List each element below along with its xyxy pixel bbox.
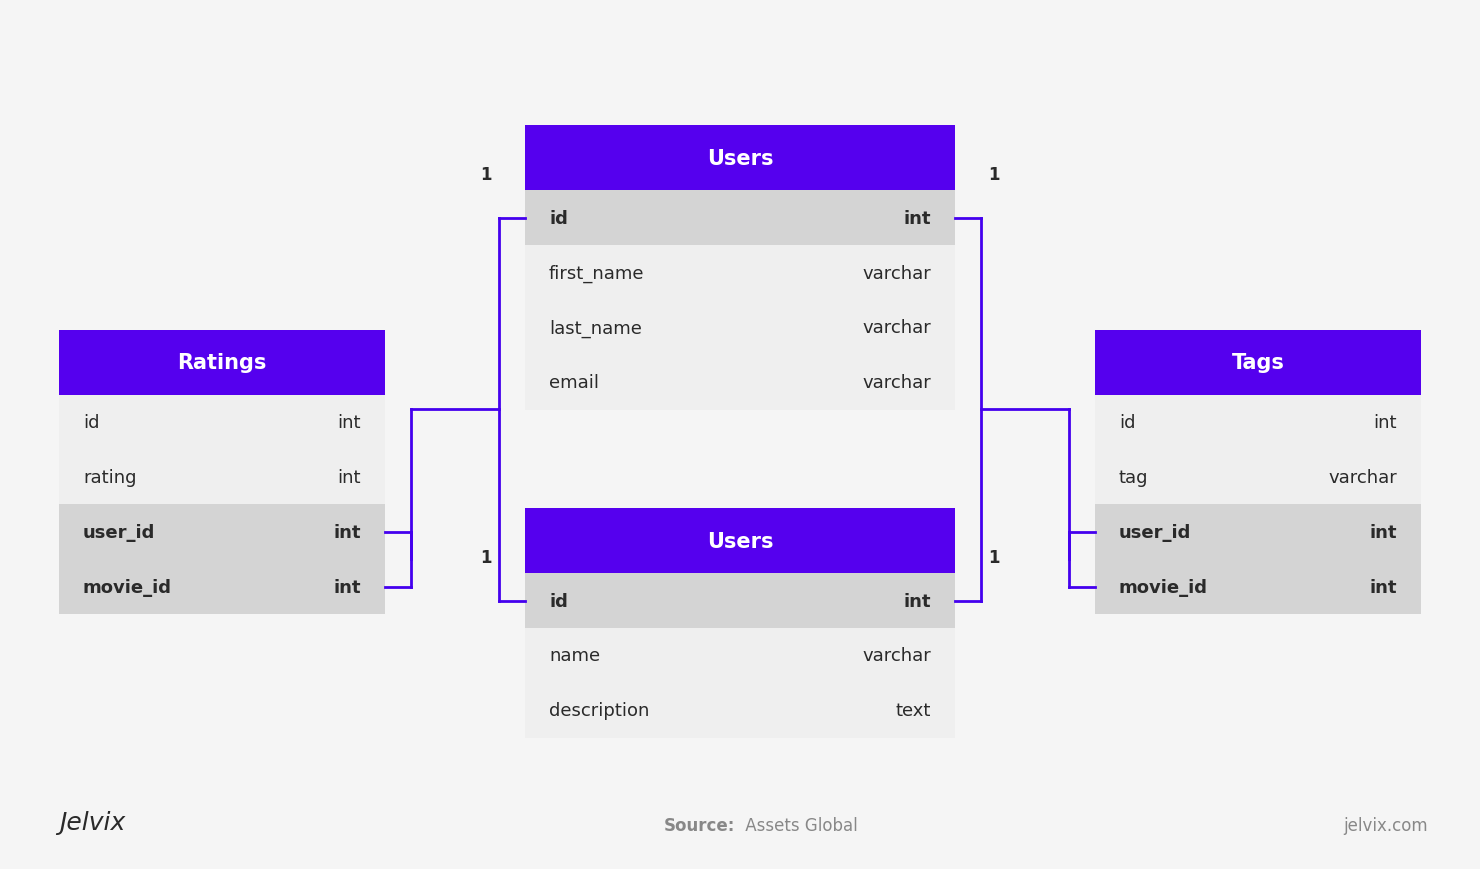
Text: id: id	[83, 414, 99, 432]
Text: varchar: varchar	[863, 264, 931, 282]
Text: tag: tag	[1119, 468, 1148, 487]
Text: int: int	[1373, 414, 1397, 432]
Text: varchar: varchar	[1329, 468, 1397, 487]
Text: Jelvix: Jelvix	[59, 810, 126, 834]
Text: first_name: first_name	[549, 264, 645, 282]
Text: int: int	[1369, 578, 1397, 596]
Text: varchar: varchar	[863, 374, 931, 392]
FancyBboxPatch shape	[525, 574, 955, 628]
FancyBboxPatch shape	[59, 450, 385, 505]
Text: int: int	[333, 578, 361, 596]
Text: user_id: user_id	[1119, 523, 1191, 541]
Text: 1: 1	[480, 166, 491, 184]
Text: Tags: Tags	[1231, 353, 1285, 373]
FancyBboxPatch shape	[59, 505, 385, 560]
Text: movie_id: movie_id	[83, 578, 172, 596]
Text: id: id	[549, 592, 568, 610]
Text: varchar: varchar	[863, 319, 931, 337]
FancyBboxPatch shape	[1095, 330, 1421, 395]
FancyBboxPatch shape	[59, 560, 385, 614]
FancyBboxPatch shape	[1095, 560, 1421, 614]
Text: name: name	[549, 647, 601, 665]
Text: int: int	[1369, 523, 1397, 541]
Text: int: int	[333, 523, 361, 541]
FancyBboxPatch shape	[525, 246, 955, 301]
Text: Users: Users	[707, 531, 773, 551]
Text: description: description	[549, 701, 650, 720]
Text: jelvix.com: jelvix.com	[1344, 816, 1428, 834]
Text: text: text	[895, 701, 931, 720]
Text: Ratings: Ratings	[178, 353, 266, 373]
FancyBboxPatch shape	[525, 126, 955, 191]
Text: id: id	[1119, 414, 1135, 432]
FancyBboxPatch shape	[525, 508, 955, 574]
Text: rating: rating	[83, 468, 136, 487]
FancyBboxPatch shape	[525, 191, 955, 246]
Text: int: int	[903, 209, 931, 228]
FancyBboxPatch shape	[525, 683, 955, 738]
Text: email: email	[549, 374, 599, 392]
Text: movie_id: movie_id	[1119, 578, 1208, 596]
Text: int: int	[337, 468, 361, 487]
Text: 1: 1	[989, 166, 1000, 184]
FancyBboxPatch shape	[1095, 395, 1421, 450]
Text: Users: Users	[707, 149, 773, 169]
FancyBboxPatch shape	[525, 355, 955, 410]
FancyBboxPatch shape	[1095, 505, 1421, 560]
Text: int: int	[903, 592, 931, 610]
Text: 1: 1	[989, 548, 1000, 567]
FancyBboxPatch shape	[59, 395, 385, 450]
FancyBboxPatch shape	[1095, 450, 1421, 505]
Text: varchar: varchar	[863, 647, 931, 665]
Text: user_id: user_id	[83, 523, 155, 541]
Text: int: int	[337, 414, 361, 432]
FancyBboxPatch shape	[59, 330, 385, 395]
FancyBboxPatch shape	[525, 628, 955, 683]
FancyBboxPatch shape	[525, 301, 955, 355]
Text: id: id	[549, 209, 568, 228]
Text: last_name: last_name	[549, 319, 642, 337]
Text: Source:: Source:	[665, 816, 736, 834]
Text: Assets Global: Assets Global	[740, 816, 858, 834]
Text: 1: 1	[480, 548, 491, 567]
